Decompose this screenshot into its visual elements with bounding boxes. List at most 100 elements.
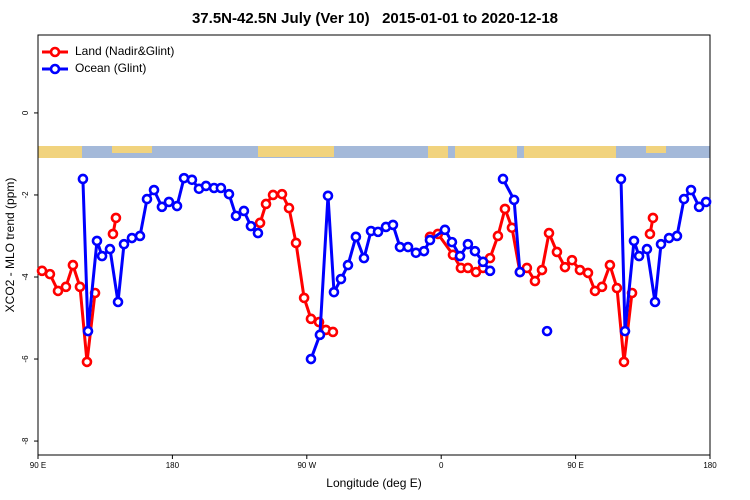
data-point (514, 266, 526, 278)
data-point (551, 246, 563, 258)
data-point (644, 228, 656, 240)
data-point (104, 243, 116, 255)
map-land (455, 146, 517, 158)
data-point (655, 238, 667, 250)
x-tick-label: 90 E (567, 461, 583, 470)
map-land (646, 146, 666, 153)
map-land (524, 146, 616, 158)
data-point (671, 230, 683, 242)
data-point (148, 184, 160, 196)
data-point (649, 296, 661, 308)
map-land (38, 146, 82, 158)
data-point (44, 268, 56, 280)
data-point (82, 325, 94, 337)
data-point (462, 238, 474, 250)
data-point (77, 173, 89, 185)
data-point (410, 247, 422, 259)
data-point (611, 282, 623, 294)
data-point (647, 212, 659, 224)
series (77, 172, 712, 365)
data-point (110, 212, 122, 224)
data-point (477, 256, 489, 268)
legend-marker (49, 63, 61, 75)
data-point (604, 259, 616, 271)
data-point (372, 226, 384, 238)
data-point (60, 281, 72, 293)
data-point (186, 174, 198, 186)
data-point (107, 228, 119, 240)
data-point (358, 252, 370, 264)
data-point (141, 193, 153, 205)
data-point (454, 250, 466, 262)
data-point (342, 259, 354, 271)
data-point (223, 188, 235, 200)
data-point (134, 230, 146, 242)
data-point (260, 198, 272, 210)
data-point (283, 202, 295, 214)
data-point (118, 238, 130, 250)
series-line (41, 192, 655, 364)
x-tick-label: 180 (166, 461, 180, 470)
data-point (402, 241, 414, 253)
map-strip (38, 146, 710, 158)
data-point (230, 210, 242, 222)
y-tick-label: -4 (21, 273, 30, 281)
data-point (314, 329, 326, 341)
data-point (497, 173, 509, 185)
data-point (290, 237, 302, 249)
data-point (492, 230, 504, 242)
data-point (469, 245, 481, 257)
data-point (693, 201, 705, 213)
data-point (446, 236, 458, 248)
data-point (462, 262, 474, 274)
data-point (418, 245, 430, 257)
data-point (424, 234, 436, 246)
data-point (52, 285, 64, 297)
data-point (96, 250, 108, 262)
data-point (298, 292, 310, 304)
y-tick-label: -6 (21, 355, 30, 363)
data-point (328, 286, 340, 298)
x-axis-label: Longitude (deg E) (326, 476, 421, 490)
data-point (678, 193, 690, 205)
data-point (633, 250, 645, 262)
data-point (322, 190, 334, 202)
data-point (67, 259, 79, 271)
data-point (335, 273, 347, 285)
data-point (700, 196, 712, 208)
data-point (641, 243, 653, 255)
data-point (499, 203, 511, 215)
data-point (541, 325, 553, 337)
data-point (126, 232, 138, 244)
map-land (112, 146, 152, 153)
series (36, 188, 659, 368)
data-point (91, 235, 103, 247)
x-tick-label: 90 E (30, 461, 46, 470)
data-point (543, 227, 555, 239)
data-point (200, 180, 212, 192)
map-land (258, 146, 334, 157)
data-point (305, 353, 317, 365)
data-point (112, 296, 124, 308)
data-point (171, 200, 183, 212)
data-point (685, 184, 697, 196)
data-point (327, 326, 339, 338)
data-point (582, 267, 594, 279)
y-axis-label: XCO2 - MLO trend (ppm) (3, 178, 17, 313)
y-tick-label: -2 (21, 191, 30, 199)
data-point (508, 194, 520, 206)
data-point (156, 201, 168, 213)
data-point (484, 265, 496, 277)
data-point (596, 281, 608, 293)
y-tick-label: -8 (21, 437, 30, 445)
data-point (439, 224, 451, 236)
data-point (163, 196, 175, 208)
data-point (387, 219, 399, 231)
data-point (618, 356, 630, 368)
data-point (536, 264, 548, 276)
data-point (252, 227, 264, 239)
x-tick-label: 0 (439, 461, 444, 470)
legend-label: Land (Nadir&Glint) (75, 44, 174, 58)
data-point (267, 189, 279, 201)
